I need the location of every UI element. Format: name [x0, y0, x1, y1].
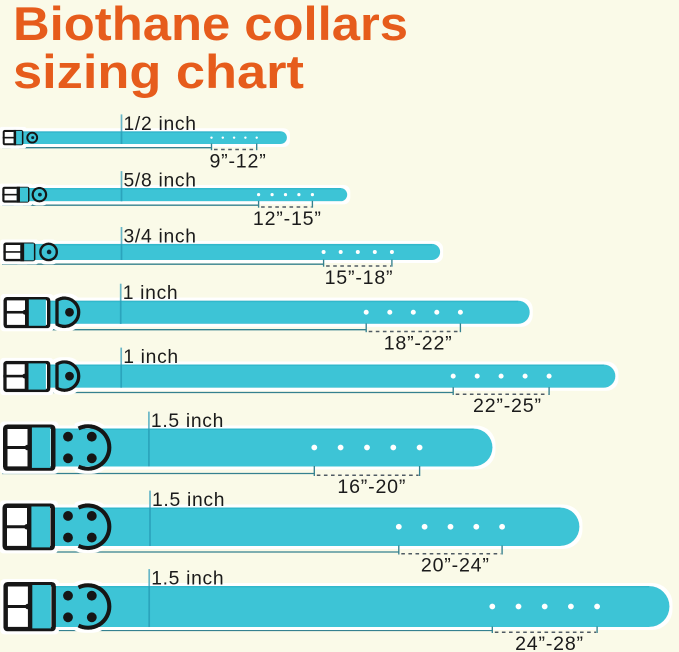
svg-text:15”-18”: 15”-18” — [325, 267, 394, 289]
svg-text:16”-20”: 16”-20” — [337, 476, 406, 498]
svg-text:1.5 inch: 1.5 inch — [152, 490, 225, 511]
svg-text:3/4 inch: 3/4 inch — [124, 227, 197, 248]
svg-text:24”-28”: 24”-28” — [515, 633, 584, 652]
svg-text:1/2 inch: 1/2 inch — [124, 114, 197, 135]
svg-text:1.5 inch: 1.5 inch — [151, 411, 224, 432]
svg-text:5/8 inch: 5/8 inch — [124, 171, 197, 192]
svg-text:12”-15”: 12”-15” — [253, 208, 322, 230]
svg-text:20”-24”: 20”-24” — [421, 555, 490, 577]
svg-text:Biothane collars: Biothane collars — [13, 0, 408, 51]
svg-text:1 inch: 1 inch — [123, 283, 179, 304]
svg-text:1 inch: 1 inch — [123, 347, 179, 368]
svg-text:9”-12”: 9”-12” — [209, 150, 266, 172]
svg-text:sizing chart: sizing chart — [13, 46, 304, 99]
svg-text:22”-25”: 22”-25” — [473, 395, 542, 417]
svg-text:1.5 inch: 1.5 inch — [151, 569, 224, 590]
svg-text:18”-22”: 18”-22” — [384, 332, 453, 354]
